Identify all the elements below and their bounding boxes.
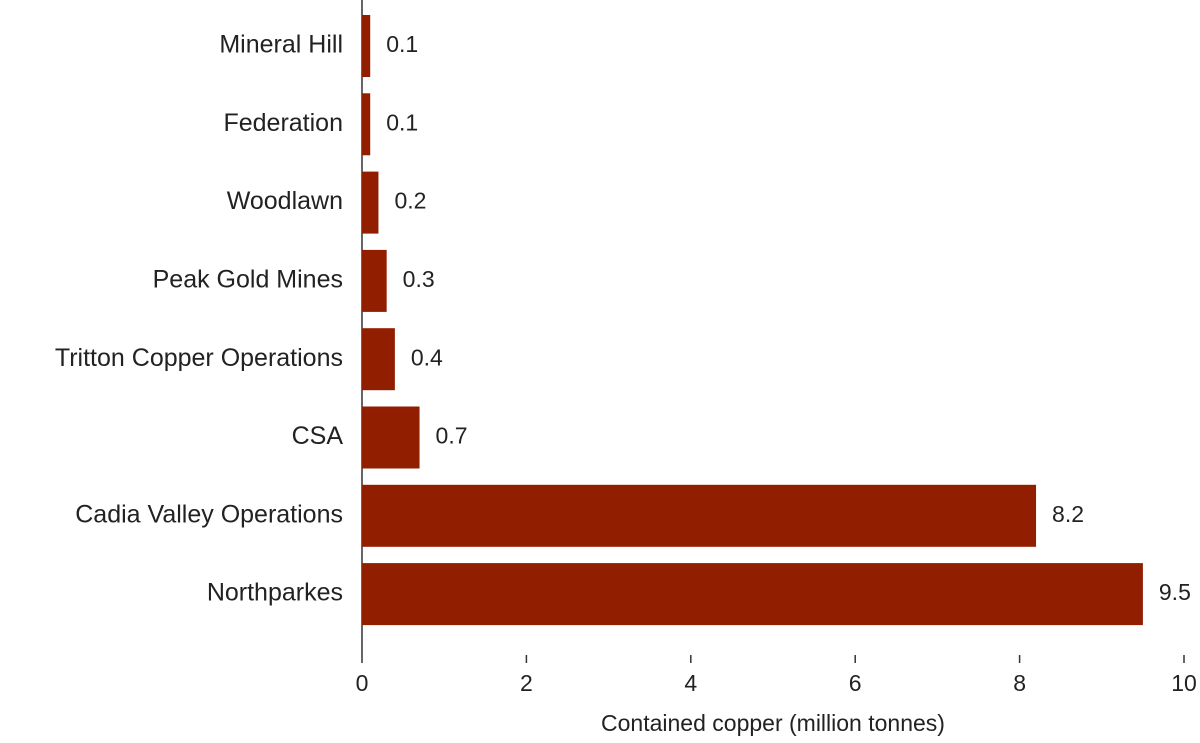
bar: [362, 171, 379, 234]
y-tick-label: Woodlawn: [227, 187, 343, 215]
value-label: 0.1: [386, 109, 418, 135]
x-tick-label: 6: [849, 670, 862, 696]
bar: [362, 328, 395, 391]
bar: [362, 406, 420, 469]
value-label: 0.1: [386, 31, 418, 57]
bar: [362, 484, 1037, 547]
x-tick-label: 8: [1013, 670, 1026, 696]
y-tick-label: Tritton Copper Operations: [55, 344, 343, 372]
value-label: 0.4: [411, 344, 443, 370]
y-tick-label: Northparkes: [207, 579, 343, 607]
bar: [362, 93, 371, 156]
x-tick-label: 2: [520, 670, 533, 696]
value-label: 8.2: [1052, 501, 1084, 527]
value-label: 0.7: [436, 423, 468, 449]
y-tick-label: Peak Gold Mines: [153, 266, 343, 294]
x-tick-label: 10: [1171, 670, 1197, 696]
x-tick-label: 0: [356, 670, 369, 696]
bar: [362, 563, 1143, 626]
bar: [362, 249, 387, 312]
value-label: 9.5: [1159, 579, 1191, 605]
value-label: 0.3: [403, 266, 435, 292]
value-label: 0.2: [394, 188, 426, 214]
bar: [362, 15, 371, 77]
y-tick-label: Cadia Valley Operations: [75, 500, 343, 528]
y-tick-label: CSA: [292, 422, 344, 450]
y-tick-label: Federation: [223, 109, 343, 137]
y-tick-label: Mineral Hill: [219, 31, 343, 59]
x-axis-label: Contained copper (million tonnes): [601, 710, 945, 736]
x-tick-label: 4: [684, 670, 697, 696]
